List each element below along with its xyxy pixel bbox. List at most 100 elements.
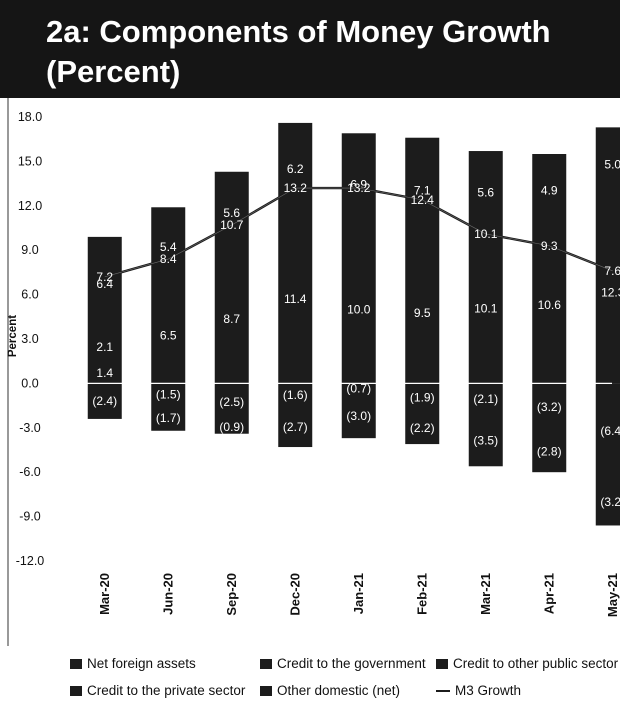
legend-label: Other domestic (net) bbox=[277, 683, 401, 698]
bar-positive-stack bbox=[151, 207, 186, 384]
bar-negative-stack bbox=[405, 383, 440, 445]
legend-label: Net foreign assets bbox=[87, 656, 196, 671]
bar-segment-label: (1.5) bbox=[156, 388, 181, 402]
bar-segment-label: (1.6) bbox=[283, 388, 308, 402]
y-tick-label: -6.0 bbox=[19, 465, 41, 479]
y-tick-label: 0.0 bbox=[21, 376, 38, 390]
y-tick-label: 15.0 bbox=[18, 154, 42, 168]
legend-swatch bbox=[260, 685, 272, 696]
bar-positive-stack bbox=[595, 127, 620, 384]
bar-positive-stack bbox=[405, 137, 440, 384]
bar-segment-label: 2.1 bbox=[96, 340, 113, 354]
bar-segment-label: (3.2) bbox=[537, 400, 562, 414]
bar-segment-label: 4.9 bbox=[541, 183, 558, 197]
bar-positive-stack bbox=[468, 151, 503, 384]
bar-segment-label: (2.2) bbox=[410, 421, 435, 435]
x-tick-label: Jan-21 bbox=[351, 573, 366, 614]
bar-segment-label: (1.9) bbox=[410, 390, 435, 404]
bar-segment-label: (2.8) bbox=[537, 444, 562, 458]
bar-segment-label: 5.4 bbox=[160, 240, 177, 254]
bar-segment-label: 10.0 bbox=[347, 302, 371, 316]
bar-negative-stack bbox=[214, 383, 249, 434]
legend-item-other-domestic-net: Other domestic (net) bbox=[260, 683, 400, 698]
bar-segment-label: 5.6 bbox=[223, 206, 240, 220]
x-tick-label: Jun-20 bbox=[160, 573, 175, 615]
y-tick-label: 18.0 bbox=[18, 110, 42, 124]
bar-negative-stack bbox=[278, 383, 313, 448]
bar-segment-label: 6.4 bbox=[96, 277, 113, 291]
m3-growth-line bbox=[104, 186, 614, 278]
legend-label: Credit to other public sector bbox=[453, 656, 619, 671]
bar-segment-label: 10.6 bbox=[538, 298, 562, 312]
bar-positive-stack bbox=[278, 122, 313, 384]
legend-item-m3-growth: M3 Growth bbox=[436, 683, 521, 698]
bar-segment-label: 1.4 bbox=[96, 366, 113, 380]
bar-segment-label: (2.5) bbox=[219, 395, 244, 409]
legend-label: Credit to the private sector bbox=[87, 683, 246, 698]
legend-swatch bbox=[70, 658, 82, 669]
bar-segment-label: 10.1 bbox=[474, 302, 498, 316]
bar-segment-label: 12.3 bbox=[601, 285, 620, 299]
bar-negative-stack bbox=[595, 383, 620, 526]
x-tick-label: Mar-21 bbox=[478, 573, 493, 615]
chart-title-line1: 2a: Components of Money Growth bbox=[46, 14, 551, 49]
chart-title-bar: 2a: Components of Money Growth (Percent) bbox=[0, 0, 620, 98]
bar-positive-stack bbox=[532, 154, 567, 384]
bar-segment-label: (2.4) bbox=[92, 394, 117, 408]
bar-negative-stack bbox=[87, 383, 122, 419]
m3-growth-label: 9.3 bbox=[541, 239, 558, 253]
legend-swatch bbox=[436, 658, 448, 669]
y-tick-label: 12.0 bbox=[18, 199, 42, 213]
legend-swatch bbox=[260, 658, 272, 669]
m3-growth-label: 7.6 bbox=[604, 264, 620, 278]
m3-growth-label: 13.2 bbox=[347, 181, 371, 195]
m3-growth-label: 7.2 bbox=[96, 270, 113, 284]
m3-growth-label: 13.2 bbox=[284, 181, 308, 195]
legend-item-net-foreign-assets: Net foreign assets bbox=[70, 656, 196, 671]
bar-segment-label: (0.7) bbox=[346, 382, 371, 396]
bar-segment-label: 11.4 bbox=[284, 292, 307, 306]
legend-swatch bbox=[70, 685, 82, 696]
m3-growth-label: 10.1 bbox=[474, 227, 498, 241]
bar-segment-label: 5.0 bbox=[604, 157, 620, 171]
bar-segment-label: (3.5) bbox=[473, 433, 498, 447]
bar-segment-label: (0.9) bbox=[219, 420, 244, 434]
bar-positive-stack bbox=[341, 133, 376, 384]
x-tick-label: Mar-20 bbox=[97, 573, 112, 615]
bar-segment-label: (3.2) bbox=[600, 495, 620, 509]
m3-growth-label: 12.4 bbox=[411, 193, 435, 207]
m3-growth-line-highlight bbox=[104, 187, 613, 278]
bar-segment-label: 9.5 bbox=[414, 306, 431, 320]
bar-segment-label: (6.4) bbox=[600, 424, 620, 438]
y-tick-label: -12.0 bbox=[16, 554, 45, 568]
y-axis-title: Percent bbox=[7, 315, 19, 357]
x-tick-label: May-21 bbox=[605, 573, 620, 617]
legend-item-credit-to-private-sector: Credit to the private sector bbox=[70, 683, 245, 698]
bar-negative-stack bbox=[532, 383, 567, 473]
chart-title-line2: (Percent) bbox=[46, 54, 181, 89]
bar-negative-stack bbox=[151, 383, 186, 431]
x-tick-label: Sep-20 bbox=[224, 573, 239, 616]
x-tick-label: Feb-21 bbox=[414, 573, 429, 615]
bar-positive-stack bbox=[214, 171, 249, 384]
money-growth-chart: 18.0 15.0 12.0 9.0 6.0 3.0 0.0 -3.0 -6.0 -9.0 -12.… bbox=[7, 98, 620, 646]
y-tick-label: 6.0 bbox=[21, 288, 38, 302]
legend-item-credit-to-government: Credit to the government bbox=[260, 656, 426, 671]
bar-segment-label: 6.5 bbox=[160, 328, 177, 342]
bar-positive-stack bbox=[87, 236, 122, 384]
x-tick-label: Apr-21 bbox=[541, 573, 556, 614]
legend-line-swatch bbox=[436, 689, 450, 692]
bar-segment-label: 8.7 bbox=[223, 312, 240, 326]
y-tick-label: 9.0 bbox=[21, 243, 38, 257]
legend-label: Credit to the government bbox=[277, 656, 426, 671]
y-tick-label: -3.0 bbox=[19, 421, 41, 435]
y-tick-label: 3.0 bbox=[21, 332, 38, 346]
bar-segment-label: 7.1 bbox=[414, 183, 431, 197]
bar-negative-stack bbox=[341, 383, 376, 439]
bar-segment-label: (1.7) bbox=[156, 411, 181, 425]
m3-growth-label: 8.4 bbox=[160, 252, 177, 266]
m3-growth-label: 10.7 bbox=[220, 218, 244, 232]
bar-segment-label: 5.6 bbox=[477, 185, 494, 199]
bar-segment-label: (2.7) bbox=[283, 420, 308, 434]
bar-segment-label: 6.2 bbox=[287, 162, 304, 176]
